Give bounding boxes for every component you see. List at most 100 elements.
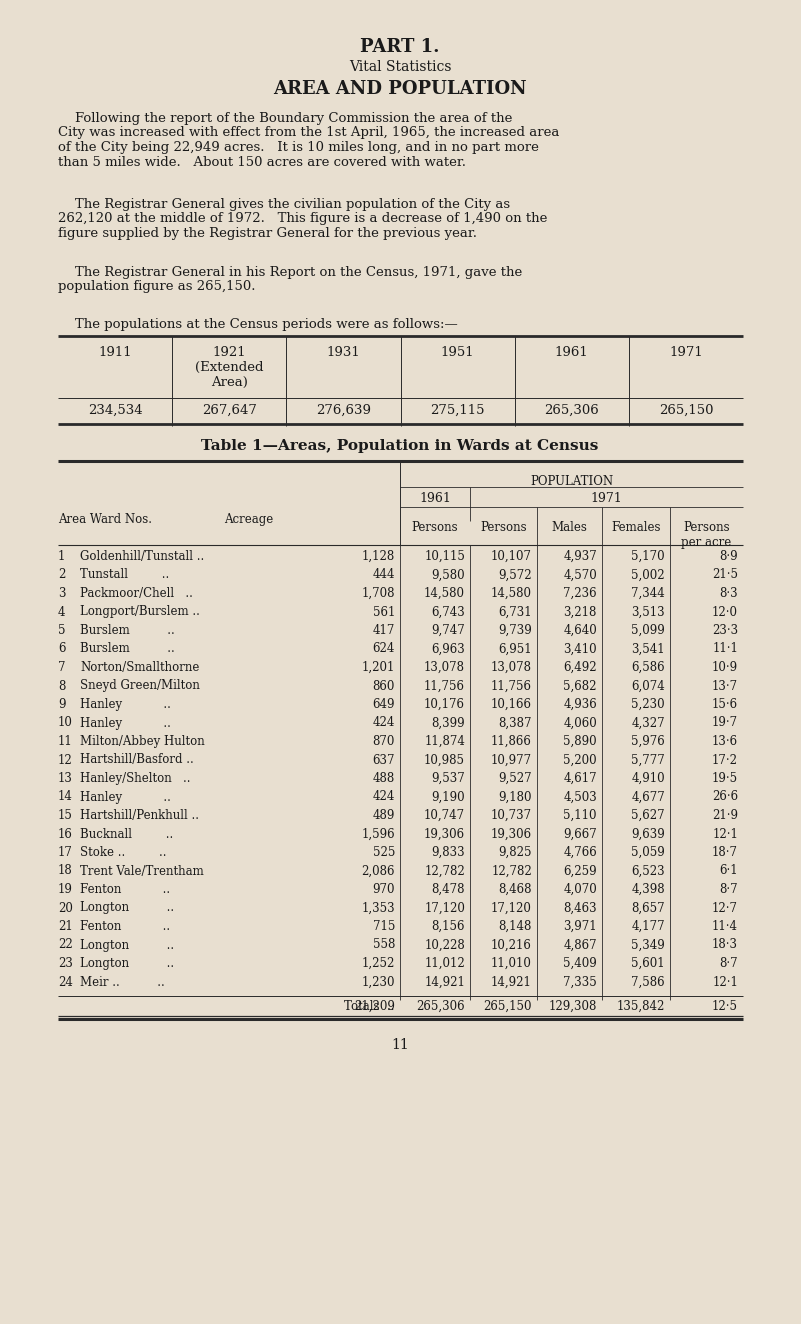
Text: 5,002: 5,002 bbox=[631, 568, 665, 581]
Text: 265,150: 265,150 bbox=[484, 1000, 532, 1013]
Text: 21: 21 bbox=[58, 920, 73, 933]
Text: 860: 860 bbox=[372, 679, 395, 692]
Text: 10,115: 10,115 bbox=[424, 549, 465, 563]
Text: 265,306: 265,306 bbox=[417, 1000, 465, 1013]
Text: 525: 525 bbox=[372, 846, 395, 859]
Text: Hanley           ..: Hanley .. bbox=[80, 716, 171, 730]
Text: 17,120: 17,120 bbox=[424, 902, 465, 915]
Text: Persons: Persons bbox=[480, 522, 527, 534]
Text: 265,150: 265,150 bbox=[658, 404, 713, 417]
Text: 9,572: 9,572 bbox=[498, 568, 532, 581]
Text: 8,657: 8,657 bbox=[631, 902, 665, 915]
Text: 6,731: 6,731 bbox=[498, 605, 532, 618]
Text: AREA AND POPULATION: AREA AND POPULATION bbox=[273, 79, 527, 98]
Text: 12·5: 12·5 bbox=[712, 1000, 738, 1013]
Text: 4: 4 bbox=[58, 605, 66, 618]
Text: 4,910: 4,910 bbox=[631, 772, 665, 785]
Text: 6,492: 6,492 bbox=[563, 661, 597, 674]
Text: 9,833: 9,833 bbox=[432, 846, 465, 859]
Text: 7,344: 7,344 bbox=[631, 587, 665, 600]
Text: 5,627: 5,627 bbox=[631, 809, 665, 822]
Text: 5,110: 5,110 bbox=[563, 809, 597, 822]
Text: 15·6: 15·6 bbox=[712, 698, 738, 711]
Text: 715: 715 bbox=[372, 920, 395, 933]
Text: 14,921: 14,921 bbox=[424, 976, 465, 989]
Text: 21,209: 21,209 bbox=[354, 1000, 395, 1013]
Text: 1,201: 1,201 bbox=[361, 661, 395, 674]
Text: 19: 19 bbox=[58, 883, 73, 896]
Text: 4,937: 4,937 bbox=[563, 549, 597, 563]
Text: 5: 5 bbox=[58, 624, 66, 637]
Text: The Registrar General in his Report on the Census, 1971, gave the: The Registrar General in his Report on t… bbox=[58, 266, 522, 279]
Text: 10,747: 10,747 bbox=[424, 809, 465, 822]
Text: 275,115: 275,115 bbox=[430, 404, 485, 417]
Text: 12·1: 12·1 bbox=[712, 976, 738, 989]
Text: PART 1.: PART 1. bbox=[360, 38, 440, 56]
Text: 488: 488 bbox=[372, 772, 395, 785]
Text: 17: 17 bbox=[58, 846, 73, 859]
Text: Hartshill/Basford ..: Hartshill/Basford .. bbox=[80, 753, 194, 767]
Text: 5,099: 5,099 bbox=[631, 624, 665, 637]
Text: 10,107: 10,107 bbox=[491, 549, 532, 563]
Text: 23: 23 bbox=[58, 957, 73, 970]
Text: 1,708: 1,708 bbox=[361, 587, 395, 600]
Text: Bucknall         ..: Bucknall .. bbox=[80, 828, 173, 841]
Text: 6·1: 6·1 bbox=[719, 865, 738, 878]
Text: 12,782: 12,782 bbox=[491, 865, 532, 878]
Text: 9,739: 9,739 bbox=[498, 624, 532, 637]
Text: 22: 22 bbox=[58, 939, 73, 952]
Text: 14,580: 14,580 bbox=[491, 587, 532, 600]
Text: 6,259: 6,259 bbox=[563, 865, 597, 878]
Text: 1961: 1961 bbox=[419, 493, 451, 504]
Text: Packmoor/Chell   ..: Packmoor/Chell .. bbox=[80, 587, 193, 600]
Text: 21·9: 21·9 bbox=[712, 809, 738, 822]
Text: POPULATION: POPULATION bbox=[530, 475, 613, 489]
Text: 11: 11 bbox=[58, 735, 73, 748]
Text: 129,308: 129,308 bbox=[549, 1000, 597, 1013]
Text: 19·7: 19·7 bbox=[712, 716, 738, 730]
Text: 12·1: 12·1 bbox=[712, 828, 738, 841]
Text: Goldenhill/Tunstall ..: Goldenhill/Tunstall .. bbox=[80, 549, 204, 563]
Text: Acreage: Acreage bbox=[224, 512, 274, 526]
Text: 13,078: 13,078 bbox=[424, 661, 465, 674]
Text: 1961: 1961 bbox=[555, 346, 589, 359]
Text: 7: 7 bbox=[58, 661, 66, 674]
Text: 1921
(Extended
Area): 1921 (Extended Area) bbox=[195, 346, 264, 389]
Text: 11,756: 11,756 bbox=[424, 679, 465, 692]
Text: 4,570: 4,570 bbox=[563, 568, 597, 581]
Text: 2: 2 bbox=[58, 568, 66, 581]
Text: 5,170: 5,170 bbox=[631, 549, 665, 563]
Text: 970: 970 bbox=[372, 883, 395, 896]
Text: 4,677: 4,677 bbox=[631, 790, 665, 804]
Text: 7,586: 7,586 bbox=[631, 976, 665, 989]
Text: 5,890: 5,890 bbox=[563, 735, 597, 748]
Text: Females: Females bbox=[611, 522, 661, 534]
Text: 12·7: 12·7 bbox=[712, 902, 738, 915]
Text: Meir ..          ..: Meir .. .. bbox=[80, 976, 165, 989]
Text: 19,306: 19,306 bbox=[424, 828, 465, 841]
Text: 3: 3 bbox=[58, 587, 66, 600]
Text: 6,523: 6,523 bbox=[631, 865, 665, 878]
Text: 3,513: 3,513 bbox=[631, 605, 665, 618]
Text: 6,951: 6,951 bbox=[498, 642, 532, 655]
Text: Tunstall         ..: Tunstall .. bbox=[80, 568, 169, 581]
Text: 9,825: 9,825 bbox=[498, 846, 532, 859]
Text: 3,218: 3,218 bbox=[564, 605, 597, 618]
Text: 3,541: 3,541 bbox=[631, 642, 665, 655]
Text: 11,012: 11,012 bbox=[425, 957, 465, 970]
Text: 4,936: 4,936 bbox=[563, 698, 597, 711]
Text: 135,842: 135,842 bbox=[617, 1000, 665, 1013]
Text: 1,230: 1,230 bbox=[361, 976, 395, 989]
Text: 5,200: 5,200 bbox=[563, 753, 597, 767]
Text: 7,236: 7,236 bbox=[563, 587, 597, 600]
Text: 10,985: 10,985 bbox=[424, 753, 465, 767]
Text: 8·3: 8·3 bbox=[719, 587, 738, 600]
Text: 18·7: 18·7 bbox=[712, 846, 738, 859]
Text: 1,128: 1,128 bbox=[362, 549, 395, 563]
Text: 5,059: 5,059 bbox=[631, 846, 665, 859]
Text: 637: 637 bbox=[372, 753, 395, 767]
Text: 11: 11 bbox=[391, 1038, 409, 1053]
Text: 1951: 1951 bbox=[441, 346, 474, 359]
Text: 24: 24 bbox=[58, 976, 73, 989]
Text: 8,148: 8,148 bbox=[499, 920, 532, 933]
